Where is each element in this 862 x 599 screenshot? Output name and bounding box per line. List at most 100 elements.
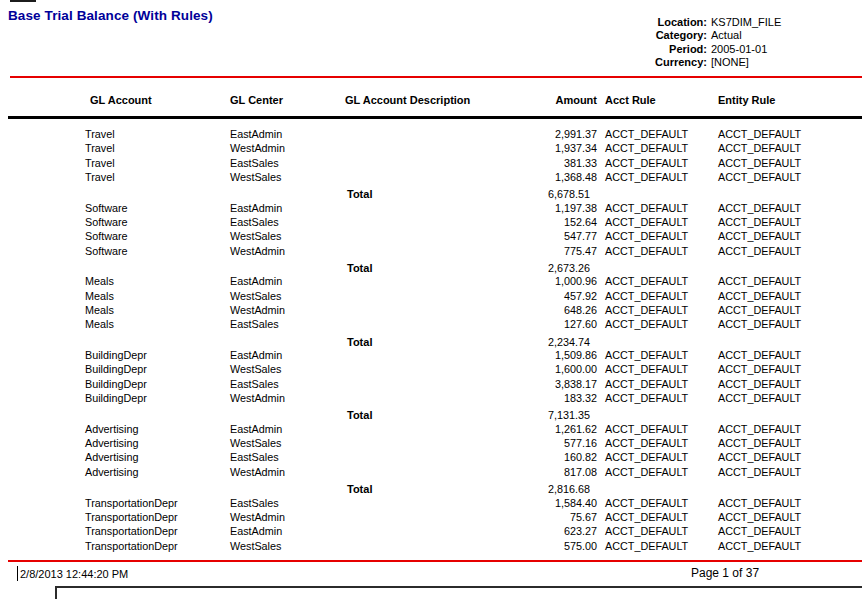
cell-gl-center: WestAdmin (230, 244, 285, 258)
cell-acct-rule: ACCT_DEFAULT (605, 170, 688, 184)
cell-gl-account: Meals (85, 303, 114, 317)
cell-acct-rule: ACCT_DEFAULT (605, 244, 688, 258)
cell-gl-center: EastAdmin (230, 274, 282, 288)
cell-amount: 457.92 (480, 289, 597, 303)
meta-currency-label: Currency: (600, 56, 707, 69)
table-row: Software WestSales 547.77 ACCT_DEFAULT A… (0, 229, 862, 243)
cell-entity-rule: ACCT_DEFAULT (718, 201, 801, 215)
total-amount: 7,131.35 (480, 409, 590, 421)
header-red-rule (10, 76, 862, 78)
cell-acct-rule: ACCT_DEFAULT (605, 127, 688, 141)
cell-gl-account: Advertising (85, 422, 138, 436)
cell-acct-rule: ACCT_DEFAULT (605, 201, 688, 215)
table-row: BuildingDepr WestSales 1,600.00 ACCT_DEF… (0, 362, 862, 376)
cell-amount: 1,261.62 (480, 422, 597, 436)
table-row: Software EastSales 152.64 ACCT_DEFAULT A… (0, 215, 862, 229)
cell-amount: 127.60 (480, 317, 597, 331)
meta-currency-value: [NONE] (711, 56, 749, 69)
total-amount: 2,816.68 (480, 483, 590, 495)
cell-acct-rule: ACCT_DEFAULT (605, 274, 688, 288)
cell-gl-account: Travel (85, 127, 115, 141)
meta-location-value: KS7DIM_FILE (711, 16, 781, 29)
cell-amount: 575.00 (480, 539, 597, 553)
cell-acct-rule: ACCT_DEFAULT (605, 391, 688, 405)
cell-amount: 1,600.00 (480, 362, 597, 376)
cell-entity-rule: ACCT_DEFAULT (718, 348, 801, 362)
meta-currency: Currency: [NONE] (600, 56, 830, 69)
page-edge-corner (55, 586, 57, 599)
table-row: Advertising WestAdmin 817.08 ACCT_DEFAUL… (0, 465, 862, 479)
cell-entity-rule: ACCT_DEFAULT (718, 317, 801, 331)
cell-amount: 1,584.40 (480, 496, 597, 510)
cell-gl-account: BuildingDepr (85, 391, 147, 405)
cell-gl-center: WestAdmin (230, 141, 285, 155)
col-header-description: GL Account Description (345, 93, 470, 107)
table-total-row: Total 2,816.68 (0, 483, 862, 495)
table-row: Software EastAdmin 1,197.38 ACCT_DEFAULT… (0, 201, 862, 215)
cell-gl-account: BuildingDepr (85, 377, 147, 391)
table-header: GL Account GL Center GL Account Descript… (0, 93, 862, 107)
cell-amount: 1,937.34 (480, 141, 597, 155)
cell-gl-center: EastAdmin (230, 348, 282, 362)
cell-gl-center: EastSales (230, 215, 279, 229)
meta-category-label: Category: (600, 29, 707, 42)
meta-period: Period: 2005-01-01 (600, 43, 830, 56)
meta-category-value: Actual (711, 29, 742, 42)
cell-gl-center: EastSales (230, 377, 279, 391)
cell-entity-rule: ACCT_DEFAULT (718, 289, 801, 303)
cell-acct-rule: ACCT_DEFAULT (605, 317, 688, 331)
cell-gl-account: Travel (85, 156, 115, 170)
footer-red-rule (8, 560, 862, 562)
text-cursor-bar (17, 566, 18, 581)
col-header-gl-account: GL Account (90, 93, 152, 107)
table-row: Meals WestSales 457.92 ACCT_DEFAULT ACCT… (0, 289, 862, 303)
cell-acct-rule: ACCT_DEFAULT (605, 496, 688, 510)
meta-location-label: Location: (600, 16, 707, 29)
cell-entity-rule: ACCT_DEFAULT (718, 127, 801, 141)
cell-amount: 577.16 (480, 436, 597, 450)
table-row: Meals EastSales 127.60 ACCT_DEFAULT ACCT… (0, 317, 862, 331)
cell-acct-rule: ACCT_DEFAULT (605, 229, 688, 243)
cell-amount: 75.67 (480, 510, 597, 524)
cell-amount: 1,368.48 (480, 170, 597, 184)
footer-page-number: Page 1 of 37 (691, 566, 759, 580)
cell-acct-rule: ACCT_DEFAULT (605, 303, 688, 317)
cell-entity-rule: ACCT_DEFAULT (718, 377, 801, 391)
total-amount: 6,678.51 (480, 188, 590, 200)
cell-amount: 623.27 (480, 524, 597, 538)
table-row: Travel EastSales 381.33 ACCT_DEFAULT ACC… (0, 156, 862, 170)
cell-gl-center: WestAdmin (230, 303, 285, 317)
table-row: BuildingDepr EastSales 3,838.17 ACCT_DEF… (0, 377, 862, 391)
table-row: Advertising WestSales 577.16 ACCT_DEFAUL… (0, 436, 862, 450)
table-row: Advertising EastAdmin 1,261.62 ACCT_DEFA… (0, 422, 862, 436)
cell-entity-rule: ACCT_DEFAULT (718, 391, 801, 405)
page-edge-top (10, 0, 36, 2)
table-body: Travel EastAdmin 2,991.37 ACCT_DEFAULT A… (0, 127, 862, 553)
cell-entity-rule: ACCT_DEFAULT (718, 496, 801, 510)
cell-amount: 381.33 (480, 156, 597, 170)
cell-gl-account: TransportationDepr (85, 524, 178, 538)
table-row: TransportationDepr EastAdmin 623.27 ACCT… (0, 524, 862, 538)
cell-gl-center: WestAdmin (230, 465, 285, 479)
cell-acct-rule: ACCT_DEFAULT (605, 510, 688, 524)
cell-gl-account: Software (85, 201, 128, 215)
table-row: Advertising EastSales 160.82 ACCT_DEFAUL… (0, 450, 862, 464)
table-row: BuildingDepr WestAdmin 183.32 ACCT_DEFAU… (0, 391, 862, 405)
cell-entity-rule: ACCT_DEFAULT (718, 510, 801, 524)
cell-entity-rule: ACCT_DEFAULT (718, 303, 801, 317)
cell-acct-rule: ACCT_DEFAULT (605, 362, 688, 376)
cell-gl-center: WestSales (230, 170, 281, 184)
cell-acct-rule: ACCT_DEFAULT (605, 348, 688, 362)
cell-amount: 775.47 (480, 244, 597, 258)
cell-entity-rule: ACCT_DEFAULT (718, 215, 801, 229)
cell-gl-account: Advertising (85, 436, 138, 450)
cell-gl-account: Software (85, 244, 128, 258)
cell-gl-center: EastSales (230, 156, 279, 170)
cell-acct-rule: ACCT_DEFAULT (605, 289, 688, 303)
cell-entity-rule: ACCT_DEFAULT (718, 244, 801, 258)
cell-entity-rule: ACCT_DEFAULT (718, 436, 801, 450)
total-label: Total (347, 188, 372, 200)
cell-gl-center: EastAdmin (230, 201, 282, 215)
table-row: BuildingDepr EastAdmin 1,509.86 ACCT_DEF… (0, 348, 862, 362)
cell-gl-account: Advertising (85, 450, 138, 464)
